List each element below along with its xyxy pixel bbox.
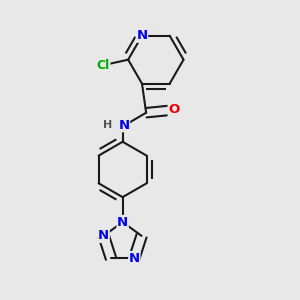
Text: H: H bbox=[103, 120, 112, 130]
Text: Cl: Cl bbox=[97, 59, 110, 72]
Text: N: N bbox=[136, 29, 148, 42]
Text: O: O bbox=[168, 103, 179, 116]
Text: N: N bbox=[117, 216, 128, 229]
Text: N: N bbox=[118, 119, 130, 132]
Text: N: N bbox=[98, 229, 109, 242]
Text: N: N bbox=[129, 252, 140, 265]
